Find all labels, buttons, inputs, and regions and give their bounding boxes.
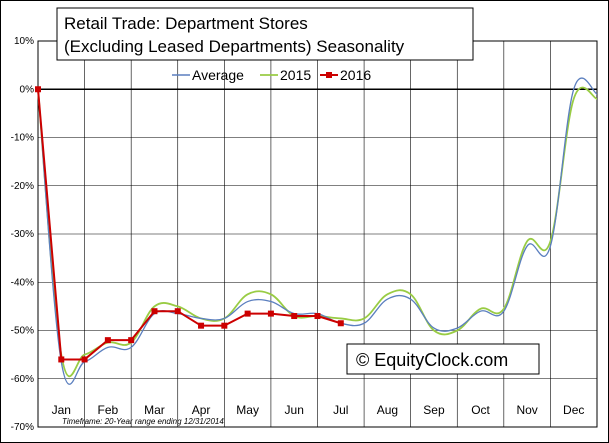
legend: Average 2015 2016 <box>172 67 371 83</box>
title-box <box>56 7 474 61</box>
legend-label-2016: 2016 <box>340 67 371 83</box>
data-point-2016 <box>291 313 298 320</box>
data-point-2016 <box>267 310 274 317</box>
data-point-2016 <box>58 356 65 363</box>
x-tick-label: Jun <box>285 403 304 417</box>
legend-label-average: Average <box>192 67 244 83</box>
data-point-2016 <box>35 86 41 93</box>
data-point-2016 <box>314 313 321 320</box>
x-tick-label: Sep <box>423 403 445 417</box>
data-point-2016 <box>151 308 158 315</box>
y-tick-label: 0% <box>20 84 35 95</box>
chart-title-line2: (Excluding Leased Departments) Seasonali… <box>64 37 405 56</box>
x-tick-label: Jan <box>52 403 71 417</box>
x-tick-label: May <box>236 403 259 417</box>
data-point-2016 <box>244 310 251 317</box>
y-tick-label: -50% <box>11 326 34 337</box>
data-point-2016 <box>337 320 344 327</box>
x-tick-label: Mar <box>144 403 165 417</box>
chart-title-line1: Retail Trade: Department Stores <box>64 14 308 33</box>
x-tick-label: Aug <box>377 403 398 417</box>
x-tick-label: Oct <box>471 403 490 417</box>
series-line-2016 <box>37 89 342 361</box>
y-tick-label: -30% <box>11 229 34 240</box>
y-tick-label: -70% <box>11 422 34 433</box>
series-layer <box>35 77 598 385</box>
data-point-2016 <box>128 337 135 344</box>
axis-layer: 10% 0% -10% -20% -30% -40% -50% -60% -70% Jan Feb M… <box>11 36 598 433</box>
y-tick-label: -10% <box>11 133 34 144</box>
x-tick-label: Apr <box>192 403 211 417</box>
legend-marker-2016 <box>326 72 332 78</box>
x-tick-label: Jul <box>333 403 348 417</box>
y-tick-label: -40% <box>11 277 34 288</box>
data-point-2016 <box>104 337 111 344</box>
x-tick-label: Feb <box>98 403 119 417</box>
footnote: Timeframe: 20-Year range ending 12/31/20… <box>62 417 224 426</box>
data-point-2016 <box>198 322 205 329</box>
y-tick-label: -60% <box>11 374 34 385</box>
y-tick-label: 10% <box>14 36 34 47</box>
watermark-box <box>346 343 540 375</box>
y-tick-label: -20% <box>11 181 34 192</box>
x-tick-label: Nov <box>516 403 537 417</box>
watermark: © EquityClock.com <box>356 350 508 370</box>
data-point-2016 <box>221 322 228 329</box>
x-tick-label: Dec <box>563 403 584 417</box>
legend-label-2015: 2015 <box>280 67 311 83</box>
data-point-2016 <box>81 356 88 363</box>
data-point-2016 <box>174 308 181 315</box>
